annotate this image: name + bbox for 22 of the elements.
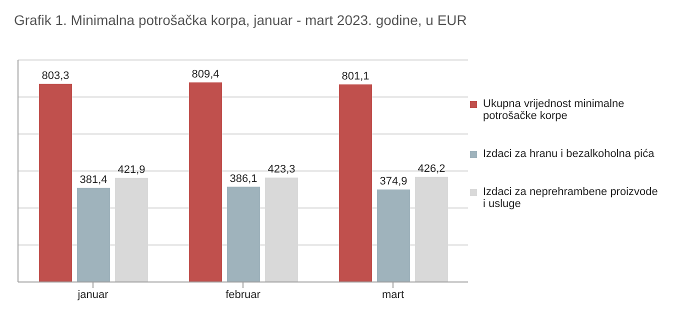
data-label: 809,4 <box>192 68 220 80</box>
legend-label: Izdaci za neprehrambene proizvode i usluge <box>483 186 659 210</box>
legend-label: Izdaci za hranu i bezalkoholna pića <box>483 148 654 160</box>
data-label: 421,9 <box>118 164 146 176</box>
data-label: 423,3 <box>268 164 296 176</box>
bar <box>77 188 110 282</box>
legend-label: Ukupna vrijednost minimalne potrošačke korpe <box>483 98 626 122</box>
data-label: 426,2 <box>418 162 446 175</box>
x-tick-label: januar <box>76 288 109 301</box>
bar <box>189 82 222 282</box>
data-label: 801,1 <box>342 70 370 82</box>
bar <box>227 186 260 282</box>
x-tick-label: mart <box>382 288 404 301</box>
chart-title: Grafik 1. Minimalna potrošačka korpa, januar - mart 2023. godine, u EUR <box>13 11 468 30</box>
data-label: 386,1 <box>230 172 258 185</box>
data-label: 381,4 <box>80 174 108 186</box>
x-tick-label: februar <box>226 288 261 301</box>
bar <box>39 84 72 282</box>
data-label: 803,3 <box>42 70 70 82</box>
bar <box>339 84 372 282</box>
bar <box>377 190 410 282</box>
data-label: 374,9 <box>380 176 408 188</box>
